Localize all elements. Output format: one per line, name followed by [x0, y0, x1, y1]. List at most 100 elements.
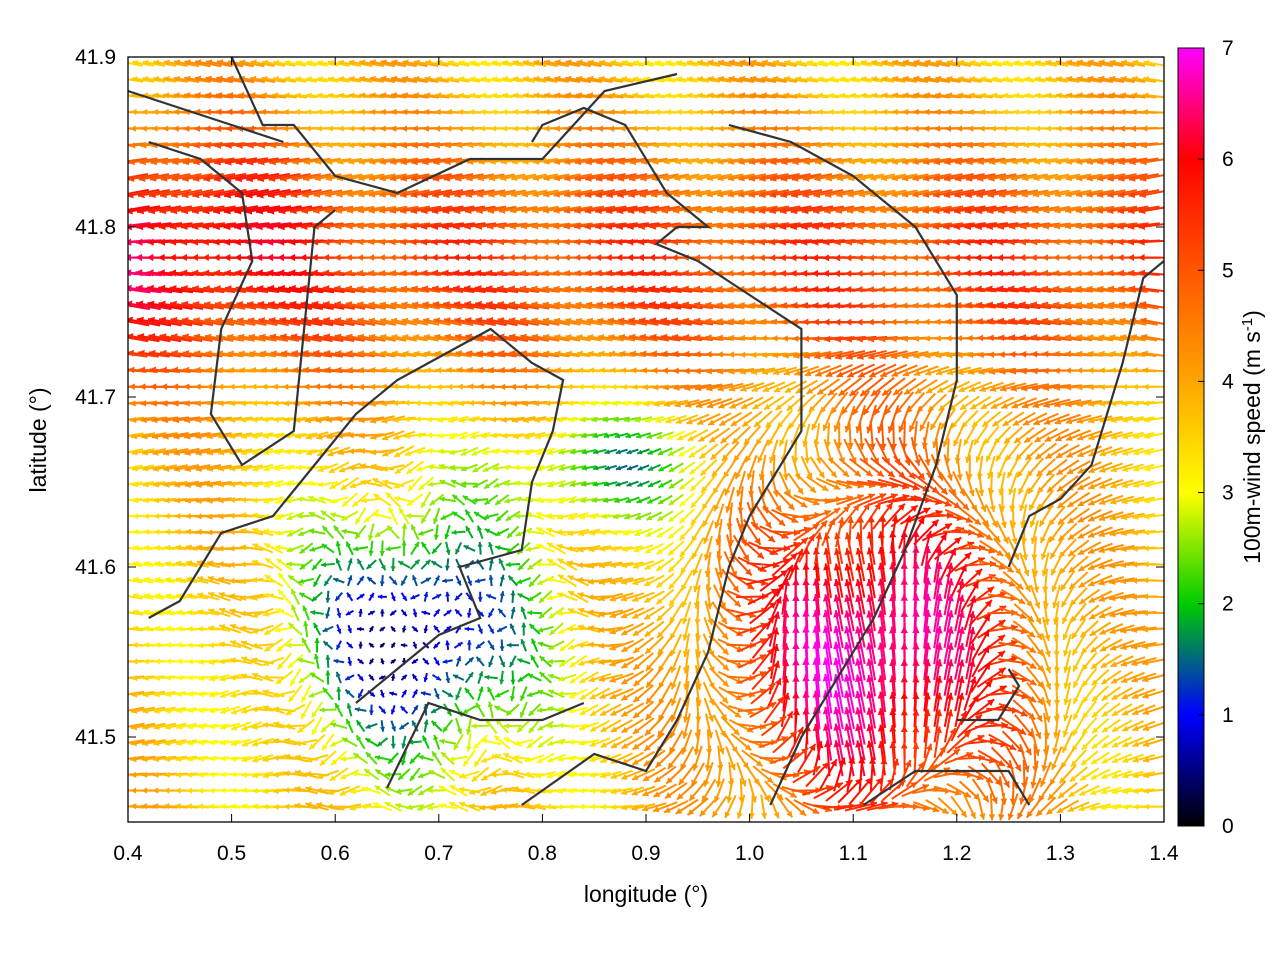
wind-vector	[626, 464, 639, 471]
wind-vector	[707, 75, 732, 83]
wind-vector	[378, 558, 387, 571]
wind-vector	[488, 558, 494, 571]
wind-vector	[283, 92, 308, 99]
wind-vector	[448, 755, 469, 762]
wind-vector	[498, 558, 506, 571]
wind-vector	[686, 59, 710, 67]
wind-vector	[294, 92, 318, 99]
wind-vector	[461, 705, 477, 715]
wind-vector	[433, 608, 441, 618]
y-tick-label: 41.6	[75, 556, 116, 579]
wind-vector	[368, 658, 375, 665]
wind-vector	[505, 703, 520, 717]
wind-vector	[519, 686, 528, 702]
wind-vector	[411, 625, 419, 633]
wind-vector	[322, 640, 334, 650]
wind-vector	[626, 448, 639, 455]
wind-vector	[1066, 75, 1091, 83]
wind-vector	[274, 626, 295, 633]
wind-vector	[784, 59, 808, 67]
wind-vector	[356, 575, 365, 586]
wind-vector	[697, 92, 721, 99]
wind-vector	[306, 76, 328, 83]
wind-vector	[952, 423, 965, 447]
wind-vector	[881, 59, 906, 68]
wind-vector	[420, 559, 432, 570]
wind-vector	[587, 59, 613, 68]
wind-vector	[860, 59, 884, 67]
wind-vector	[1142, 577, 1164, 584]
wind-vector	[1143, 545, 1164, 552]
wind-vector	[902, 59, 929, 68]
wind-vector	[1024, 92, 1046, 99]
wind-vector	[632, 59, 654, 67]
x-tick-label: 0.4	[113, 842, 143, 865]
wind-vector	[433, 625, 441, 634]
wind-vector	[344, 689, 355, 699]
wind-vector	[433, 656, 441, 666]
wind-vector	[359, 59, 384, 68]
wind-vector	[828, 60, 850, 67]
wind-vector	[654, 92, 676, 99]
wind-vector	[891, 59, 918, 68]
wind-vector	[697, 75, 721, 83]
wind-vector	[287, 622, 303, 636]
wind-vector	[589, 703, 610, 717]
wind-vector	[285, 642, 305, 649]
wind-vector	[251, 624, 274, 634]
wind-vector	[454, 592, 463, 601]
wind-vector	[475, 702, 486, 718]
wind-vector	[312, 573, 322, 588]
wind-vector	[533, 59, 558, 68]
wind-vector	[142, 59, 166, 67]
wind-vector	[784, 380, 807, 394]
wind-vector	[445, 671, 451, 684]
wind-vector	[453, 641, 464, 649]
wind-vector	[491, 753, 513, 763]
wind-vector	[609, 92, 635, 99]
wind-vector	[356, 558, 365, 571]
wind-vector	[390, 625, 397, 633]
wind-vector	[322, 687, 334, 701]
wind-vector	[308, 689, 326, 698]
wind-vector	[665, 92, 687, 99]
wind-vector	[309, 672, 325, 683]
wind-vector	[992, 411, 1013, 428]
wind-vector	[401, 735, 407, 749]
wind-vector	[216, 59, 244, 68]
wind-vector	[530, 654, 540, 669]
wind-vector	[957, 92, 983, 99]
wind-vector	[811, 407, 824, 431]
wind-vector	[320, 718, 336, 733]
wind-vector	[945, 92, 972, 99]
wind-vector	[400, 674, 408, 681]
wind-vector	[455, 717, 463, 735]
wind-vector	[341, 737, 358, 748]
wind-vector	[411, 689, 419, 699]
wind-vector	[647, 479, 661, 488]
wind-vector	[676, 429, 697, 441]
wind-vector	[366, 576, 377, 585]
wind-vector	[665, 59, 687, 67]
wind-vector	[806, 378, 829, 395]
wind-vector	[1119, 92, 1146, 99]
wind-vector	[465, 525, 474, 539]
wind-vector	[386, 524, 400, 540]
x-tick-label: 1.0	[735, 842, 764, 865]
wind-vector	[306, 59, 328, 67]
wind-vector	[424, 75, 450, 83]
wind-vector	[249, 92, 277, 99]
wind-vector	[440, 511, 456, 521]
wind-vector	[1034, 92, 1057, 99]
wind-vector	[600, 736, 622, 749]
wind-vector	[979, 92, 1004, 99]
wind-vector	[839, 59, 861, 67]
wind-vector	[152, 92, 177, 99]
wind-vector	[390, 704, 396, 715]
wind-vector	[431, 673, 442, 682]
wind-vector	[760, 92, 788, 99]
wind-vector	[1143, 803, 1164, 810]
wind-vector	[991, 92, 1014, 99]
wind-vector	[501, 59, 524, 67]
wind-vector	[1034, 76, 1057, 83]
